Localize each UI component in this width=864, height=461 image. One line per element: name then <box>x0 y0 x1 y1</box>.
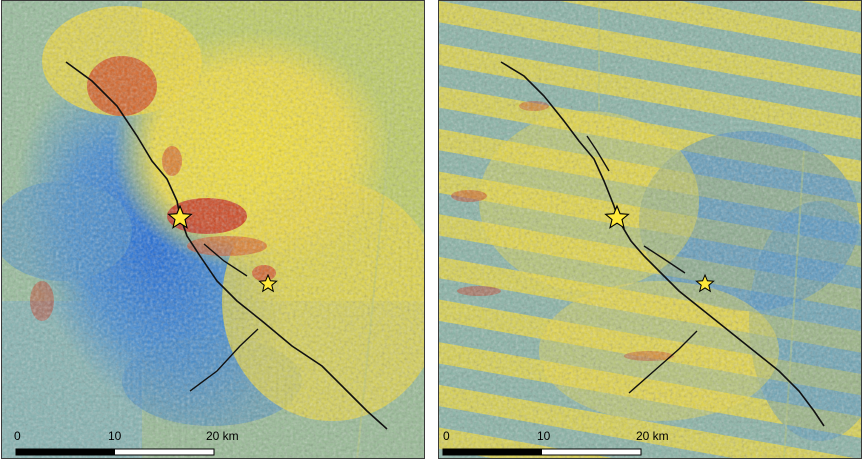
fault-trace-splay <box>203 243 248 277</box>
epicenter-star-main <box>167 204 193 229</box>
fault-trace-southwest <box>189 328 259 392</box>
interferogram-right <box>439 1 861 458</box>
map-panel-left: 0 10 20 km <box>1 0 425 459</box>
fault-trace-north-splay <box>586 135 610 172</box>
scale-label-10: 10 <box>537 429 551 443</box>
scale-bar <box>15 448 215 456</box>
map-panel-right: 0 10 20 km <box>438 0 862 459</box>
scale-label-20km: 20 km <box>636 429 669 443</box>
epicenter-star-aftershock <box>258 273 278 293</box>
fault-trace-main <box>65 61 388 430</box>
fault-trace-splay <box>643 245 686 274</box>
epicenter-star-main <box>604 204 630 229</box>
scale-label-10: 10 <box>108 429 122 443</box>
scale-bar <box>442 448 642 456</box>
fault-trace-main <box>500 61 825 427</box>
scale-label-0: 0 <box>443 429 450 443</box>
fault-trace-southwest <box>628 330 698 394</box>
epicenter-star-aftershock <box>695 273 715 293</box>
scale-label-20km: 20 km <box>206 429 239 443</box>
interferogram-left <box>2 1 424 458</box>
scale-label-0: 0 <box>14 429 21 443</box>
